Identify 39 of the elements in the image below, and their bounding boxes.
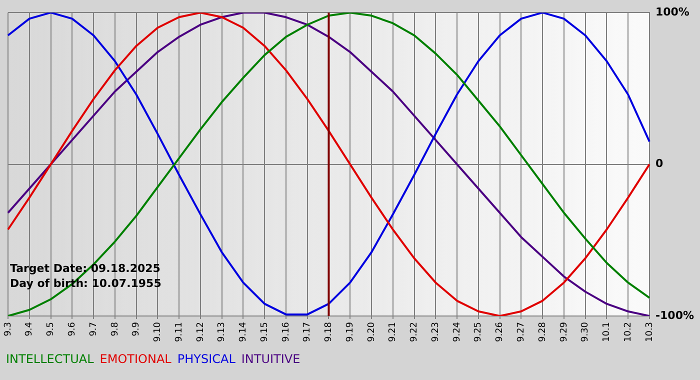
x-tick-label: 9.3 [3,322,14,336]
y-tick-label: 0 [655,157,664,170]
x-tick-label: 9.26 [495,322,506,342]
x-tick-label: 9.12 [196,322,206,342]
x-tick-label: 9.29 [559,322,570,342]
y-tick-label: -100% [655,308,694,322]
x-tick-label: 9.28 [538,322,548,342]
x-tick-label: 9.30 [580,322,591,342]
text: INTUITIVE [241,352,300,366]
x-tick-label: 9.6 [67,322,78,336]
x-tick-label: 9.17 [302,322,313,342]
x-tick-label: 9.24 [452,322,462,342]
annotation: Target Date: 09.18.2025 [10,262,160,275]
x-tick-label: 9.4 [24,322,35,336]
text: PHYSICAL [177,352,236,366]
x-tick-label: 10.3 [644,322,655,342]
x-tick-label: 9.25 [474,322,484,342]
text: INTELLECTUAL [6,352,94,366]
x-tick-label: 9.20 [366,322,377,342]
x-tick-label: 9.5 [46,322,56,336]
x-tick-label: 9.8 [110,322,120,336]
y-tick-label: 100% [655,5,690,18]
x-tick-label: 9.19 [345,322,356,342]
x-tick-label: 9.11 [174,322,184,342]
x-tick-label: 9.13 [217,322,228,342]
x-tick-label: 9.16 [281,322,292,342]
x-tick-label: 9.23 [430,322,441,342]
x-tick-label: 9.7 [88,322,99,336]
x-tick-label: 10.1 [602,322,612,342]
x-tick-label: 9.9 [132,322,142,336]
x-tick-label: 10.2 [623,322,634,342]
x-tick-label: 9.14 [238,322,249,342]
x-tick-label: 9.10 [153,322,164,342]
x-tick-label: 9.27 [516,322,527,342]
x-tick-label: 9.22 [410,322,420,342]
text: EMOTIONAL [100,352,172,366]
x-tick-label: 9.21 [388,322,398,342]
x-tick-label: 9.18 [324,322,334,342]
x-tick-label: 9.15 [260,322,270,342]
